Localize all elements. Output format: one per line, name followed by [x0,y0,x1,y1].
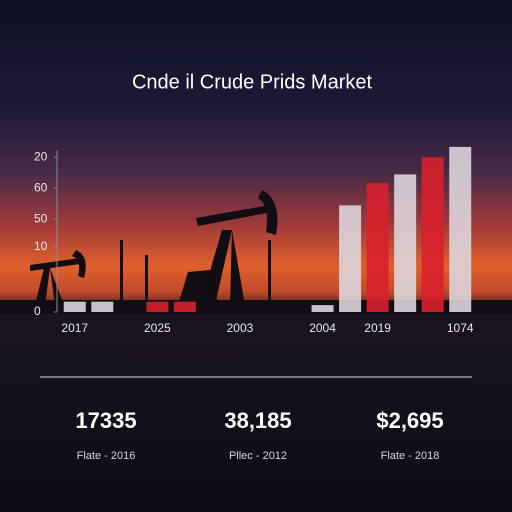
bar [146,301,169,312]
chart-title: Cnde il Crude Prids Market [132,71,373,93]
stat-value: $2,695 [376,408,443,433]
y-tick-label: 10 [34,239,48,253]
bar [394,174,417,312]
x-tick-label: 2019 [364,321,391,335]
stat-value: 38,185 [224,408,291,433]
bar [311,305,334,312]
bar [366,183,389,312]
x-tick-label: 1074 [447,321,474,335]
stat-label: Pllec - 2012 [229,450,287,462]
y-tick-label: 60 [34,180,48,194]
stat-label: Flate - 2018 [381,450,440,462]
bar [449,146,472,312]
x-tick-label: 2017 [61,321,88,335]
x-tick-label: 2003 [227,321,254,335]
bar [63,301,86,312]
y-tick-label: 20 [34,149,48,163]
y-tick-label: 0 [34,304,41,318]
stat-value: 17335 [75,408,136,433]
bar [91,301,114,312]
stat-label: Flate - 2016 [77,450,136,462]
bar [421,157,444,312]
bar [339,205,362,312]
x-tick-label: 2025 [144,321,171,335]
x-tick-label: 2004 [309,321,336,335]
y-tick-label: 50 [34,211,48,225]
bar [173,301,196,312]
